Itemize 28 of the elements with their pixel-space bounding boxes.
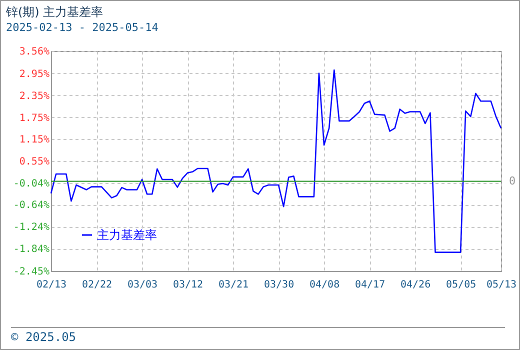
x-tick-label: 03/30	[264, 280, 294, 290]
x-tick-label: 05/05	[446, 280, 476, 290]
y-tick-label: 1.75%	[19, 112, 50, 124]
y-tick-label: 1.15%	[19, 134, 50, 146]
x-tick-label: 03/12	[172, 280, 204, 290]
y-tick-label: 2.35%	[19, 90, 50, 102]
y-tick-label: 0.55%	[19, 156, 50, 168]
y-tick-label: -1.84%	[13, 244, 50, 256]
y-tick-label: 3.56%	[19, 46, 50, 58]
y-tick-label: -0.04%	[13, 178, 50, 190]
y-tick-label: -1.24%	[13, 222, 50, 234]
chart-subtitle: 2025-02-13 - 2025-05-14	[6, 21, 159, 34]
ref-line-label: 0	[509, 174, 516, 188]
x-tick-label: 05/13	[486, 280, 517, 290]
x-tick-label: 02/22	[82, 280, 112, 290]
x-tick-label: 04/17	[354, 280, 386, 290]
text: © 2025.05	[11, 327, 505, 344]
x-tick-label: 03/03	[127, 280, 158, 290]
x-tick-label: 02/13	[36, 280, 67, 290]
y-tick-label: -2.45%	[13, 266, 50, 278]
chart-title: 锌(期) 主力基差率	[5, 5, 104, 19]
y-tick-label: -0.64%	[13, 200, 50, 212]
legend-label: 主力基差率	[97, 228, 157, 242]
x-tick-label: 03/21	[218, 280, 249, 290]
x-tick-label: 04/08	[309, 280, 340, 290]
y-tick-label: 2.95%	[19, 68, 50, 80]
x-tick-label: 04/26	[400, 280, 431, 290]
line-series	[50, 69, 502, 253]
